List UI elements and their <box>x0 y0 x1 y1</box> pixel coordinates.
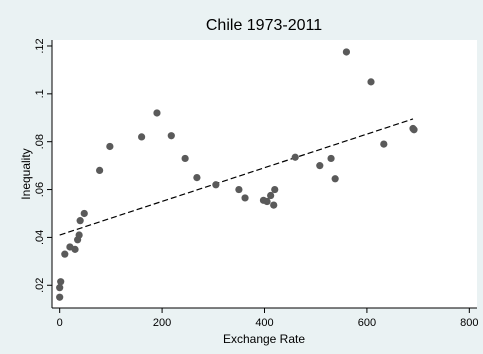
y-tick-label: .1 <box>34 89 46 98</box>
data-point <box>410 126 418 134</box>
data-point <box>193 173 201 182</box>
data-point <box>71 245 79 253</box>
y-tick-label: .08 <box>34 134 46 149</box>
x-tick-label: 800 <box>460 317 478 329</box>
data-point <box>80 209 88 218</box>
data-point <box>291 153 299 161</box>
data-point <box>367 78 375 86</box>
x-tick-label: 400 <box>255 317 273 329</box>
data-point <box>327 154 335 163</box>
data-point <box>61 250 69 258</box>
data-point <box>76 217 84 225</box>
y-tick-label: .04 <box>34 230 46 245</box>
data-point <box>270 201 278 209</box>
data-point <box>56 293 64 301</box>
data-point <box>331 175 339 183</box>
chart-title: Chile 1973-2011 <box>206 17 322 34</box>
data-point <box>57 278 65 286</box>
fit-line <box>59 118 414 236</box>
data-point <box>167 132 175 140</box>
y-tick-label: .06 <box>34 182 46 197</box>
x-tick-label: 600 <box>358 317 376 329</box>
x-tick-label: 0 <box>57 317 63 329</box>
data-point <box>75 231 83 239</box>
axes: 0 200 400 600 800 .02 .04 .06 .08 .1 .12 <box>34 38 478 329</box>
data-point <box>153 109 161 117</box>
data-point <box>263 197 271 206</box>
data-point <box>106 142 114 151</box>
y-tick-label: .02 <box>34 278 46 293</box>
data-point <box>235 185 243 194</box>
data-point <box>138 133 146 141</box>
y-tick-label: .12 <box>34 38 46 53</box>
data-point <box>342 48 351 56</box>
data-point <box>181 154 189 163</box>
data-point <box>271 185 279 194</box>
fit-line-group <box>59 118 414 236</box>
data-point <box>267 191 275 200</box>
data-point <box>380 140 388 148</box>
data-point <box>56 284 64 292</box>
data-point <box>241 194 249 202</box>
x-axis-title: Exchange Rate <box>223 332 305 346</box>
plot-area <box>52 40 477 308</box>
data-point <box>316 162 324 170</box>
y-axis-title: Inequality <box>19 148 33 199</box>
x-tick-label: 200 <box>153 317 171 329</box>
data-points <box>56 48 418 301</box>
data-point <box>212 181 220 189</box>
data-point <box>96 166 104 175</box>
